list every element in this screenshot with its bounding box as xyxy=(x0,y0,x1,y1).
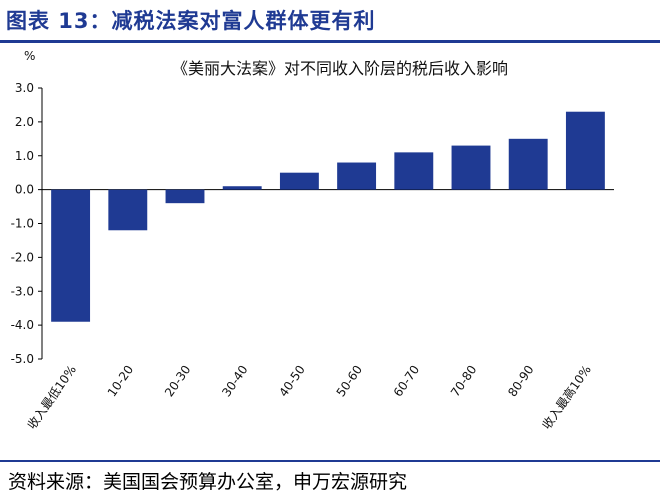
header-divider xyxy=(0,40,660,43)
footer-divider xyxy=(0,460,660,462)
y-tick-label: 1.0 xyxy=(15,149,34,163)
y-tick-label: -1.0 xyxy=(11,217,34,231)
x-category-label: 收入最低10% xyxy=(25,363,79,432)
chart-title: 《美丽大法案》对不同收入阶层的税后收入影响 xyxy=(172,59,508,78)
x-category-label: 60-70 xyxy=(391,363,422,400)
x-category-label: 80-90 xyxy=(505,363,536,400)
y-tick-label: 2.0 xyxy=(15,115,34,129)
x-axis-labels: 收入最低10% 10-20 20-30 30-40 40-50 50-60 60-70 70-… xyxy=(25,362,594,432)
source-note: 资料来源：美国国会预算办公室，申万宏源研究 xyxy=(8,471,408,493)
bar xyxy=(565,111,605,190)
y-tick-label: -4.0 xyxy=(11,318,34,332)
x-category-label: 收入最高10% xyxy=(539,362,594,432)
y-tick-label: 3.0 xyxy=(15,81,34,95)
chart-bars xyxy=(51,111,605,322)
x-category-label: 40-50 xyxy=(276,363,307,400)
bar xyxy=(337,162,377,190)
bar xyxy=(51,189,91,322)
figure-title: 图表 13：减税法案对富人群体更有利 xyxy=(6,9,376,33)
x-category-label: 70-80 xyxy=(448,363,479,400)
bar-chart: % 《美丽大法案》对不同收入阶层的税后收入影响 3.0 2.0 1.0 0.0 -1.0… xyxy=(11,49,614,432)
bar xyxy=(108,189,148,231)
y-tick-label: 0.0 xyxy=(15,183,34,197)
bar xyxy=(165,189,205,204)
bar xyxy=(222,186,262,190)
y-axis-ticks: 3.0 2.0 1.0 0.0 -1.0 -2.0 -3.0 -4.0 -5.0 xyxy=(11,81,42,366)
y-axis-unit: % xyxy=(24,49,35,63)
bar xyxy=(279,172,319,190)
y-tick-label: -3.0 xyxy=(11,284,34,298)
y-tick-label: -2.0 xyxy=(11,250,34,264)
y-tick-label: -5.0 xyxy=(11,352,34,366)
x-category-label: 20-30 xyxy=(162,363,193,400)
x-category-label: 30-40 xyxy=(219,363,250,400)
figure-header: 图表 13：减税法案对富人群体更有利 xyxy=(0,0,660,43)
bar xyxy=(508,138,548,190)
x-category-label: 10-20 xyxy=(105,363,136,400)
bar xyxy=(451,145,491,190)
x-category-label: 50-60 xyxy=(334,363,365,400)
bar xyxy=(394,152,434,190)
